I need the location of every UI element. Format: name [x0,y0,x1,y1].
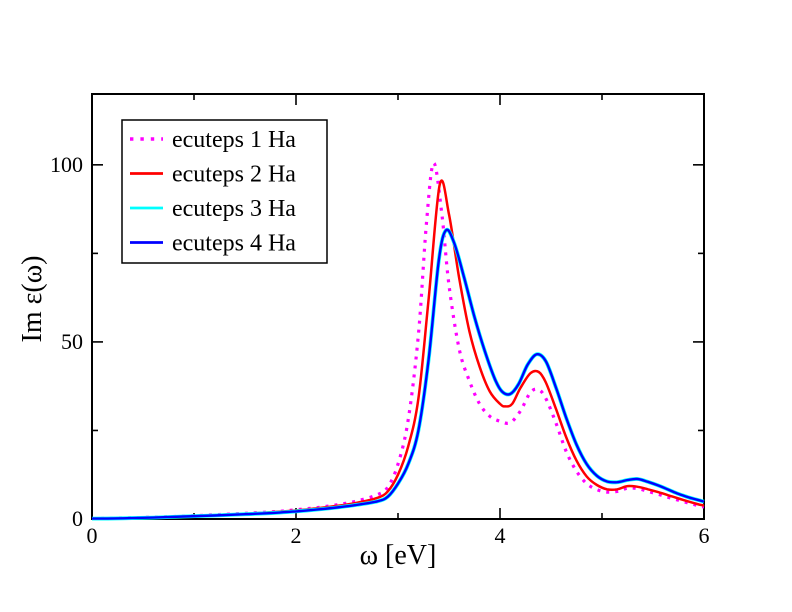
x-axis-label: ω [eV] [360,540,437,571]
x-tick-label: 0 [87,523,98,548]
y-tick-label: 100 [50,152,83,177]
axis-ticks: 0 2 4 6 0 50 100 [50,94,710,548]
legend-items: ecuteps 1 Ha ecuteps 2 Ha ecuteps 3 Ha ecut… [130,127,296,257]
legend-box [121,119,328,264]
legend-item-label: ecuteps 4 Ha [172,231,296,257]
curves [91,161,705,521]
legend-item-label: ecuteps 1 Ha [172,127,296,153]
x-tick-label: 4 [495,523,506,548]
curve-ecuteps-4-ha [91,228,705,520]
y-tick-label: 0 [72,506,83,531]
x-tick-label: 6 [699,523,710,548]
legend-item-label: ecuteps 3 Ha [172,196,296,222]
legend-item-label: ecuteps 2 Ha [172,162,296,188]
legend: ecuteps 1 Ha ecuteps 2 Ha ecuteps 3 Ha ecut… [121,119,328,264]
y-tick-label: 50 [61,329,83,354]
plot-frame [91,93,705,520]
x-tick-label: 2 [291,523,302,548]
y-axis-label: Im ε(ω) [17,256,48,343]
